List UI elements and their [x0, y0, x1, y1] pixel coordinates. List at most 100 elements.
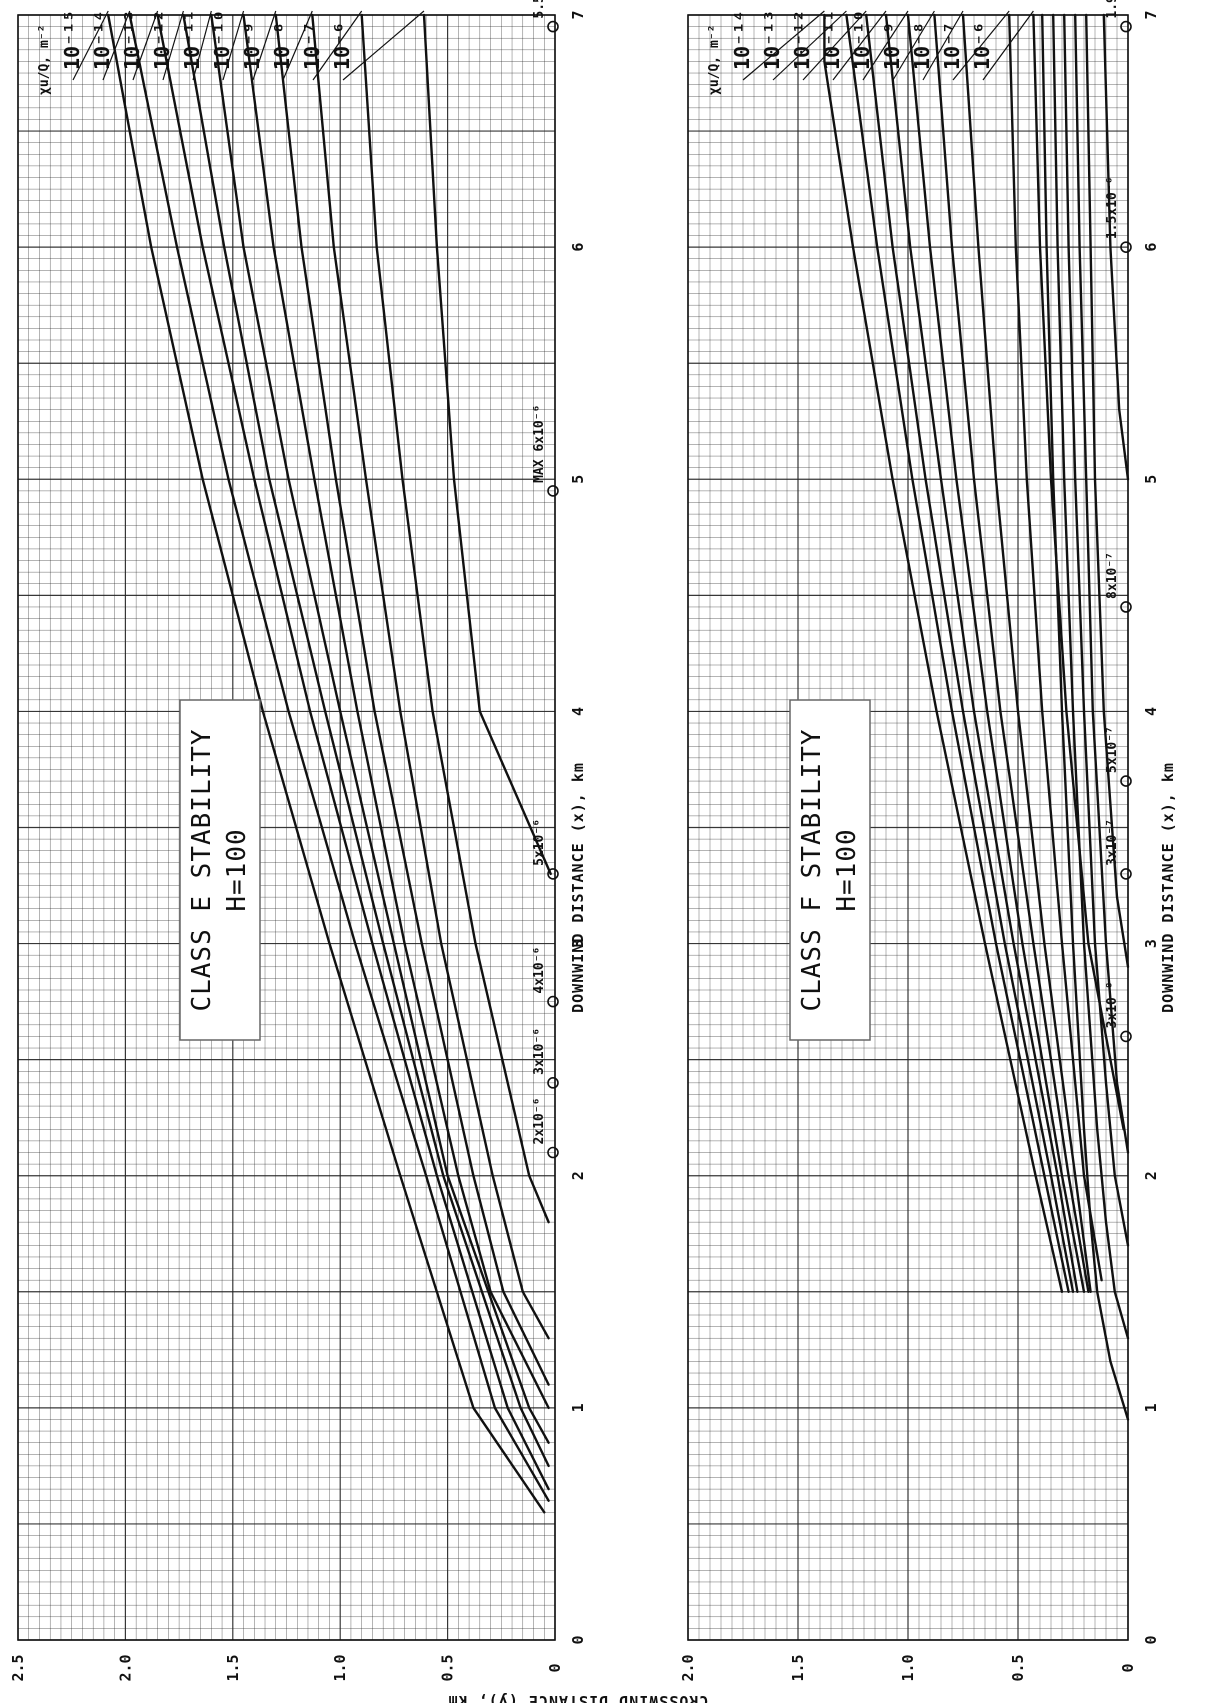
y-tick-label: 0.5 [1009, 1654, 1027, 1681]
curve-label: 10⁻⁶ [970, 22, 994, 70]
bottom-chart-panel: 0 1 2 3 4 5 6 7 0 0.5 1.0 1.5 2.0 DOWNWIND DISTANCE (… [679, 0, 1177, 1682]
series-line [360, 13, 550, 1224]
curve-label: 10⁻¹⁵ [60, 10, 84, 70]
chart-title: CLASS E STABILITY [187, 728, 217, 1011]
point-label: 1.9x10⁻⁶ [1105, 0, 1120, 19]
y-tick-label: 1.5 [789, 1654, 807, 1681]
leader-line [952, 10, 1010, 81]
curve-label: 10⁻⁸ [270, 22, 294, 70]
series-line [933, 13, 1090, 1293]
leader-line [982, 10, 1034, 81]
plot-frame [17, 14, 556, 1641]
curve-label: 10⁻⁹ [240, 22, 264, 70]
leader-line [892, 10, 935, 81]
top-chart-panel: 0 1 2 3 4 5 6 7 0 0.5 1.0 1.5 2.0 2.5 DOWNWIND DISTANC… [9, 0, 587, 1682]
leader-line [192, 10, 212, 81]
y-tick-label: 1.0 [899, 1654, 917, 1681]
point-label: 3x10⁻⁸ [1105, 981, 1120, 1028]
x-tick-label: 1 [569, 1403, 587, 1412]
series-line [1041, 13, 1130, 1421]
point-label: 5x10⁻⁷ [1105, 726, 1120, 773]
legend-header: χu/Q, m⁻² [37, 25, 52, 95]
point-marker [1120, 20, 1132, 33]
point-marker [547, 995, 559, 1008]
series-line [906, 13, 1086, 1293]
series-line [961, 13, 1092, 1293]
x-tick-label: 5 [1142, 475, 1160, 484]
series-group [823, 13, 1130, 1421]
series-line [865, 13, 1075, 1293]
series-line [1074, 13, 1130, 1154]
curve-label: 10⁻¹² [150, 10, 174, 70]
title-box [179, 699, 261, 1041]
y-tick-label: 1.5 [224, 1654, 242, 1681]
leader-line [742, 10, 825, 81]
curve-label: 10⁻¹⁰ [210, 10, 234, 70]
leader-line [862, 10, 909, 81]
grid [17, 14, 556, 1641]
x-tick-label: 6 [1142, 243, 1160, 252]
point-label: 4x10⁻⁶ [532, 947, 547, 994]
curve-label: 10⁻¹⁰ [850, 10, 874, 70]
y-tick-label: 2.5 [9, 1654, 27, 1681]
curve-label: 10⁻⁷ [940, 22, 964, 70]
series-line [1052, 13, 1130, 1340]
series-line [1102, 13, 1130, 481]
series-line [1085, 13, 1130, 968]
chart-subtitle: H=100 [222, 828, 252, 911]
x-tick-label: 6 [569, 243, 587, 252]
curve-label: 10⁻⁷ [300, 22, 324, 70]
curve-label: 10⁻⁸ [910, 22, 934, 70]
series-line [823, 13, 1064, 1293]
leader-line [72, 10, 109, 81]
series-group [107, 13, 552, 1514]
leader-line [312, 10, 363, 81]
curve-label: 10⁻¹³ [760, 10, 784, 70]
point-label: 5x10⁻⁶ [532, 819, 547, 866]
series-line [845, 13, 1070, 1293]
x-axis-label: DOWNWIND DISTANCE (x), km [1159, 762, 1177, 1013]
x-tick-label: 2 [1142, 1171, 1160, 1180]
point-label: 3x10⁻⁶ [532, 1028, 547, 1075]
curve-label: 10⁻⁹ [880, 22, 904, 70]
point-marker [1120, 601, 1132, 613]
leader-line [282, 10, 313, 81]
series-line [274, 13, 550, 1386]
x-axis-label: DOWNWIND DISTANCE (x), km [569, 762, 587, 1013]
point-label: 1.5x10⁻⁶ [1105, 177, 1120, 240]
point-label: 8x10⁻⁷ [1105, 552, 1120, 599]
curve-label: 10⁻¹² [790, 10, 814, 70]
leader-line [162, 10, 184, 81]
point-label: MAX 6x10⁻⁶ [532, 405, 547, 483]
leader-line [922, 10, 964, 81]
x-tick-label: 3 [1142, 939, 1160, 948]
series-line [210, 13, 550, 1444]
grid [687, 14, 1129, 1641]
series-line [182, 13, 550, 1468]
point-marker [1120, 868, 1132, 880]
point-marker [547, 1146, 559, 1159]
point-marker [1120, 775, 1132, 787]
x-tick-label: 0 [1142, 1635, 1160, 1644]
leader-line [102, 10, 131, 81]
x-tick-label: 1 [1142, 1403, 1160, 1412]
series-line [422, 13, 552, 876]
point-label: 3x10⁻⁷ [1105, 819, 1120, 866]
chart-subtitle: H=100 [832, 828, 862, 911]
point-marker [547, 485, 559, 497]
point-marker [547, 1077, 559, 1089]
y-tick-label: 0 [1119, 1663, 1137, 1672]
x-tick-label: 2 [569, 1171, 587, 1180]
y-tick-label: 2.0 [679, 1654, 697, 1681]
series-line [884, 13, 1079, 1293]
curve-label: 10⁻¹⁴ [730, 10, 754, 70]
leader-line [772, 10, 847, 81]
x-tick-label: 7 [1142, 10, 1160, 19]
y-axis-label: CROSSWIND DISTANCE (y), km [448, 1692, 709, 1703]
leader-line [222, 10, 245, 81]
chart-title: CLASS F STABILITY [797, 728, 827, 1011]
point-marker [1120, 1030, 1132, 1043]
point-label: 5.5x10⁻⁶ [532, 0, 547, 19]
point-marker [547, 868, 559, 880]
